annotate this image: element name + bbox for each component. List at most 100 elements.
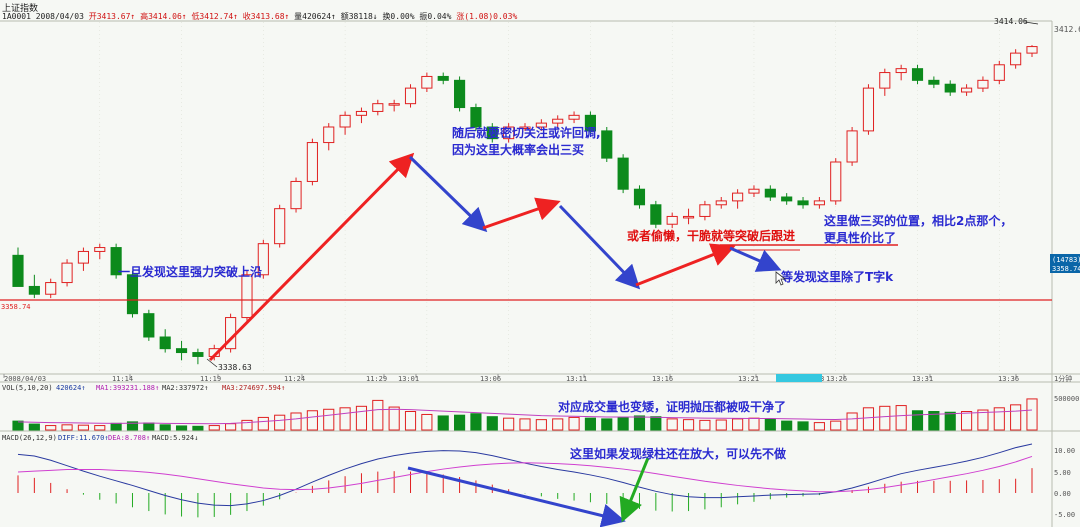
candle: [879, 68, 891, 96]
volume-bar: [159, 424, 171, 431]
candle-body: [28, 285, 40, 295]
volume-bar: [568, 416, 580, 431]
candle: [175, 340, 188, 361]
candle: [568, 111, 580, 124]
candle: [355, 107, 368, 124]
volume-bar: [421, 413, 433, 431]
volume-bars: [12, 398, 1038, 431]
candle: [797, 197, 809, 209]
candle-body: [617, 157, 629, 190]
quote-open: 开3413.67↑: [88, 12, 136, 21]
time-tick-label: 13:11: [566, 375, 587, 383]
candle: [372, 99, 384, 116]
candle: [601, 127, 613, 162]
candle-body: [633, 188, 646, 206]
time-tick-label: 2008/04/03: [4, 375, 46, 383]
volume-bar: [699, 419, 711, 431]
low-price-label: 3338.63: [218, 363, 252, 372]
annotation-breakout: 一旦发现这里强力突破上沿: [118, 264, 262, 279]
candle: [437, 72, 449, 85]
candle-body: [388, 103, 400, 106]
volume-bar: [535, 419, 547, 431]
low-price-leader: [206, 358, 218, 368]
candle: [388, 99, 400, 112]
candle-body: [715, 200, 727, 206]
candle-body: [650, 204, 662, 225]
volume-bar: [339, 407, 351, 431]
time-tick-label: 11:14: [112, 375, 133, 383]
candle-body: [143, 313, 155, 338]
volume-bar: [208, 425, 220, 431]
candle: [241, 270, 253, 322]
time-tick-label: 11:24: [284, 375, 305, 383]
volume-bar: [993, 407, 1005, 431]
current-price-value: 3358.74: [1052, 265, 1080, 273]
volume-bar: [323, 408, 335, 431]
candle: [110, 243, 122, 279]
macd-bars: [17, 468, 1033, 518]
candle-body: [486, 126, 498, 140]
candle: [584, 111, 596, 135]
volume-bar: [715, 419, 727, 431]
candle-body: [404, 87, 417, 105]
candle: [421, 72, 433, 92]
macd-axis-neg5: -5.00: [1054, 511, 1075, 519]
candle-body: [12, 254, 24, 287]
candle-body: [748, 188, 760, 194]
candle: [77, 247, 89, 271]
quote-close: 收3413.68↑: [242, 12, 290, 21]
candle: [12, 247, 24, 287]
candle-body: [895, 68, 907, 74]
vol-ma2: MA2:337972↑: [162, 384, 208, 392]
candle: [61, 259, 73, 287]
candle: [192, 348, 204, 365]
candle-body: [470, 107, 482, 128]
volume-bar: [241, 419, 253, 431]
macd-dea: DEA:8.708↑: [108, 434, 150, 442]
quote-change: 涨(1.08)0.03%: [456, 12, 518, 21]
candle: [519, 123, 531, 131]
volume-bar: [437, 415, 449, 431]
candle: [306, 138, 318, 186]
volume-bar: [862, 407, 875, 431]
vol-ma3: MA3:274697.594↑: [222, 384, 285, 392]
candle-body: [77, 250, 89, 264]
volume-bar: [748, 417, 760, 431]
high-price-leader: [1024, 21, 1039, 25]
candle-body: [323, 126, 335, 144]
candle: [323, 123, 335, 151]
volume-bar: [650, 416, 662, 431]
candle: [650, 200, 662, 229]
time-tick-label: 13:36: [998, 375, 1019, 383]
candle-body: [813, 200, 825, 206]
macd-name: MACD(26,12,9): [2, 434, 57, 442]
quote-code-date: 1A0001 2008/04/03: [2, 12, 84, 21]
vol-name: VOL(5,10,20): [2, 384, 53, 392]
candle-body: [503, 126, 515, 140]
candle: [666, 212, 678, 229]
candle-body: [584, 114, 596, 132]
candle-body: [241, 274, 253, 319]
candle-body: [45, 282, 57, 295]
volume-bar: [552, 418, 564, 431]
volume-bar: [306, 410, 318, 431]
volume-bar: [519, 418, 531, 431]
candle: [944, 80, 956, 96]
volume-bar: [911, 410, 924, 431]
time-tick-label: 13:01: [398, 375, 419, 383]
red-arrow-2: [482, 197, 561, 230]
candle: [781, 193, 793, 205]
volume-bar: [1026, 398, 1038, 431]
candle-body: [454, 79, 466, 109]
macd-value: MACD:5.924↓: [152, 434, 198, 442]
candle: [339, 111, 351, 135]
candle-body: [290, 180, 302, 210]
blue-arrow-3: [729, 246, 782, 272]
candle: [911, 64, 924, 85]
volume-bar: [781, 420, 793, 431]
current-price-tag-code: (14783): [1052, 256, 1080, 264]
volume-bar: [584, 417, 596, 431]
macd-header: MACD(26,12,9) DIFF:11.670↑ DEA:8.708↑ MA…: [2, 434, 198, 442]
volume-bar: [61, 424, 73, 431]
candle: [830, 158, 842, 205]
